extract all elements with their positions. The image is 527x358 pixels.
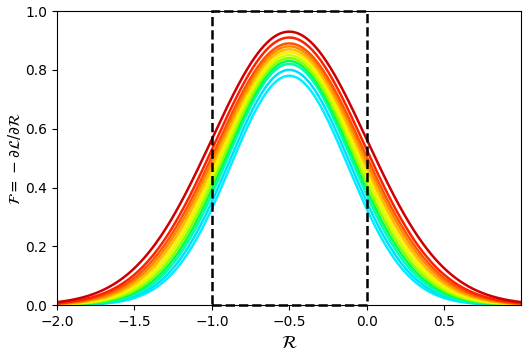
X-axis label: $\mathcal{R}$: $\mathcal{R}$ [281, 334, 298, 352]
Y-axis label: $\mathcal{F} = -\partial\mathcal{L}/\partial\mathcal{R}$: $\mathcal{F} = -\partial\mathcal{L}/\par… [6, 111, 23, 205]
Bar [212, 11, 367, 305]
